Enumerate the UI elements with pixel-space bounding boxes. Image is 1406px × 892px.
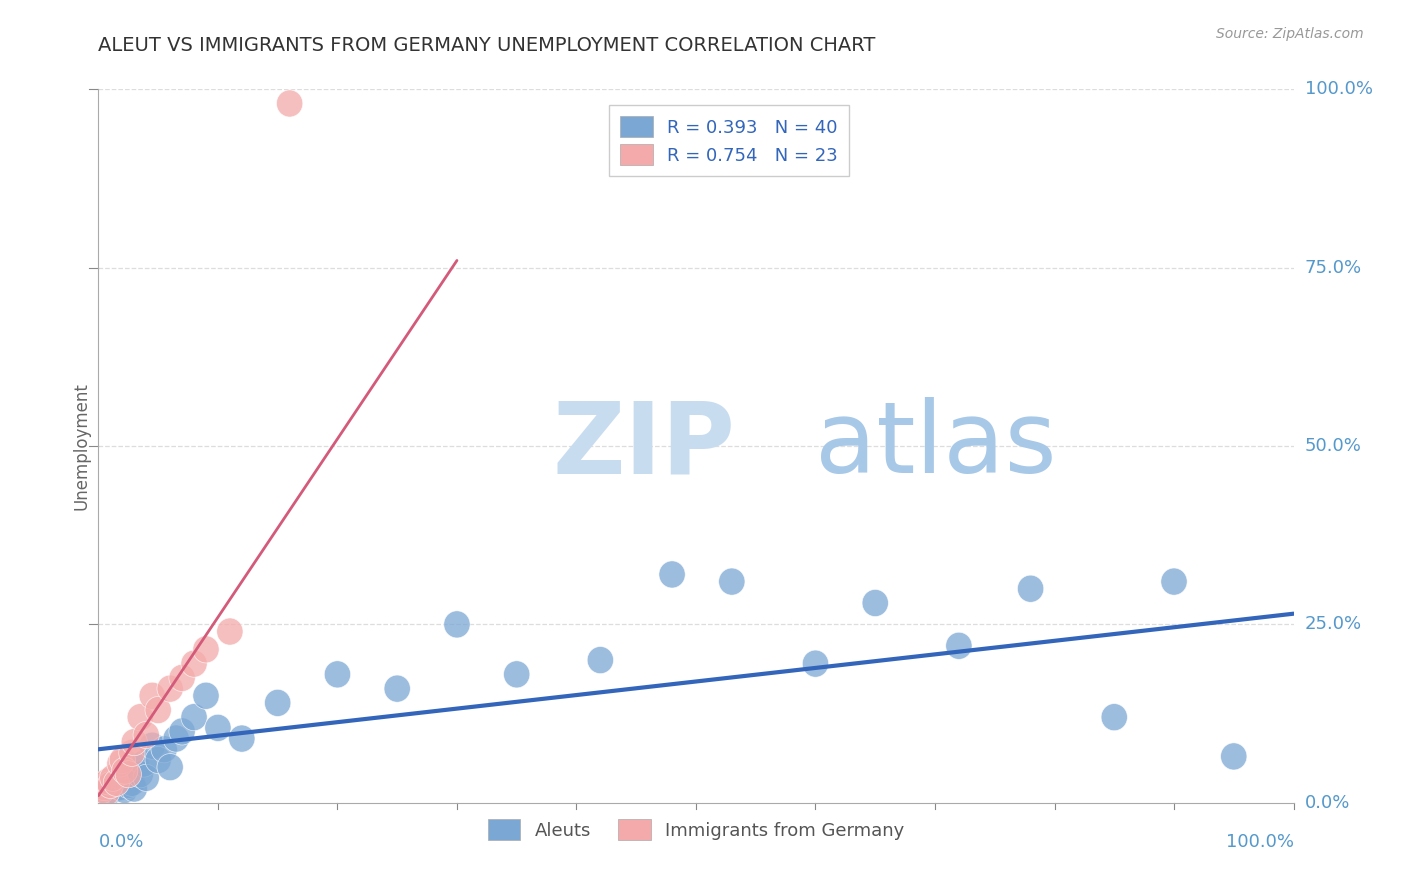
Ellipse shape	[946, 632, 972, 659]
Ellipse shape	[107, 750, 134, 777]
Text: 75.0%: 75.0%	[1305, 259, 1362, 277]
Ellipse shape	[157, 675, 183, 702]
Text: 25.0%: 25.0%	[1305, 615, 1362, 633]
Ellipse shape	[111, 757, 138, 784]
Ellipse shape	[97, 772, 124, 798]
Ellipse shape	[124, 754, 150, 780]
Ellipse shape	[134, 722, 159, 748]
Text: atlas: atlas	[815, 398, 1057, 494]
Ellipse shape	[193, 682, 219, 709]
Ellipse shape	[110, 747, 135, 773]
Ellipse shape	[145, 747, 172, 773]
Ellipse shape	[659, 561, 685, 588]
Ellipse shape	[229, 725, 254, 752]
Ellipse shape	[91, 775, 118, 802]
Ellipse shape	[118, 739, 145, 766]
Ellipse shape	[1018, 575, 1043, 602]
Ellipse shape	[444, 611, 470, 638]
Ellipse shape	[131, 750, 157, 777]
Ellipse shape	[157, 754, 183, 780]
Y-axis label: Unemployment: Unemployment	[72, 382, 90, 510]
Ellipse shape	[718, 568, 745, 595]
Ellipse shape	[111, 776, 138, 804]
Ellipse shape	[803, 650, 828, 677]
Ellipse shape	[100, 776, 127, 804]
Ellipse shape	[150, 736, 177, 763]
Text: Source: ZipAtlas.com: Source: ZipAtlas.com	[1216, 27, 1364, 41]
Ellipse shape	[103, 769, 129, 797]
Ellipse shape	[163, 725, 190, 752]
Ellipse shape	[115, 761, 142, 788]
Ellipse shape	[94, 779, 121, 805]
Ellipse shape	[145, 697, 172, 723]
Ellipse shape	[94, 779, 120, 805]
Ellipse shape	[1101, 704, 1128, 731]
Ellipse shape	[100, 764, 127, 791]
Ellipse shape	[1220, 743, 1247, 770]
Text: ZIP: ZIP	[553, 398, 735, 494]
Text: 100.0%: 100.0%	[1305, 80, 1372, 98]
Ellipse shape	[277, 90, 302, 117]
Ellipse shape	[217, 618, 243, 645]
Text: 50.0%: 50.0%	[1305, 437, 1361, 455]
Ellipse shape	[118, 769, 145, 797]
Ellipse shape	[121, 729, 148, 756]
Ellipse shape	[91, 773, 118, 801]
Legend: Aleuts, Immigrants from Germany: Aleuts, Immigrants from Germany	[477, 808, 915, 851]
Ellipse shape	[264, 690, 291, 716]
Ellipse shape	[127, 704, 153, 731]
Ellipse shape	[169, 665, 195, 691]
Text: 0.0%: 0.0%	[1305, 794, 1350, 812]
Text: 0.0%: 0.0%	[98, 833, 143, 851]
Ellipse shape	[384, 675, 411, 702]
Ellipse shape	[503, 661, 530, 688]
Ellipse shape	[115, 772, 142, 798]
Ellipse shape	[107, 773, 134, 801]
Ellipse shape	[103, 768, 129, 795]
Ellipse shape	[169, 718, 195, 745]
Ellipse shape	[110, 764, 135, 791]
Ellipse shape	[139, 732, 166, 759]
Text: 100.0%: 100.0%	[1226, 833, 1294, 851]
Ellipse shape	[325, 661, 350, 688]
Ellipse shape	[94, 768, 121, 795]
Ellipse shape	[588, 647, 613, 673]
Ellipse shape	[1161, 568, 1187, 595]
Ellipse shape	[181, 704, 207, 731]
Ellipse shape	[89, 776, 115, 804]
Ellipse shape	[193, 636, 219, 663]
Ellipse shape	[139, 682, 166, 709]
Ellipse shape	[205, 714, 231, 741]
Ellipse shape	[862, 590, 889, 616]
Ellipse shape	[121, 775, 148, 802]
Text: ALEUT VS IMMIGRANTS FROM GERMANY UNEMPLOYMENT CORRELATION CHART: ALEUT VS IMMIGRANTS FROM GERMANY UNEMPLO…	[98, 36, 876, 54]
Ellipse shape	[134, 764, 159, 791]
Ellipse shape	[127, 761, 153, 788]
Ellipse shape	[181, 650, 207, 677]
Ellipse shape	[97, 772, 124, 798]
